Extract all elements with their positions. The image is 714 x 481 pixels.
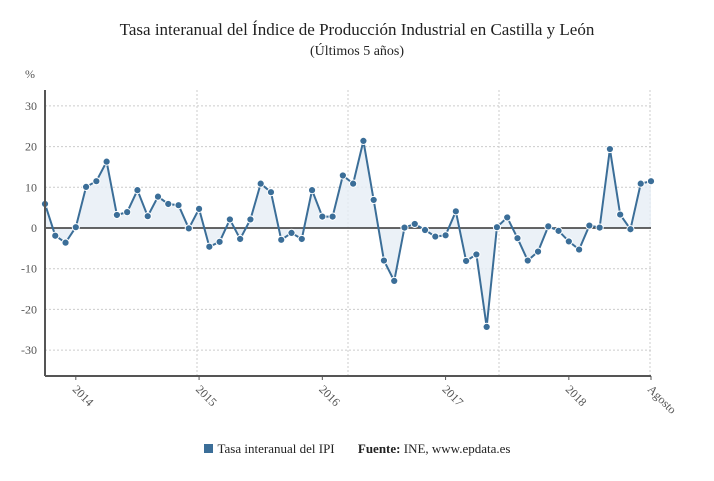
data-point: [616, 210, 625, 219]
y-tick-label: 10: [25, 180, 37, 194]
legend: Tasa interanual del IPI Fuente: INE, www…: [0, 441, 714, 457]
legend-swatch: [203, 444, 213, 453]
data-point: [71, 223, 80, 232]
data-point: [482, 322, 491, 332]
data-point: [595, 223, 604, 232]
data-point: [61, 238, 70, 247]
y-tick-label: 30: [25, 99, 37, 113]
data-point: [102, 157, 111, 166]
data-point: [585, 221, 594, 230]
data-point: [246, 215, 255, 224]
data-point: [462, 256, 471, 266]
data-point: [472, 250, 481, 259]
y-tick-label: -10: [21, 262, 37, 276]
data-point: [400, 223, 409, 232]
data-point: [431, 232, 440, 241]
chart-subtitle: (Últimos 5 años): [309, 44, 405, 59]
data-point: [225, 215, 234, 224]
data-point: [513, 234, 522, 243]
data-point: [307, 186, 317, 195]
data-point: [379, 256, 389, 265]
data-point: [349, 179, 358, 188]
x-tick-label: 2015: [193, 382, 220, 409]
data-point: [205, 242, 214, 251]
data-point: [133, 186, 142, 195]
data-point: [92, 177, 101, 186]
data-point: [503, 213, 512, 222]
data-point: [564, 237, 573, 246]
data-point: [81, 182, 91, 191]
data-point: [605, 144, 615, 154]
y-tick-label: 20: [25, 140, 37, 154]
x-tick-label: 2017: [439, 382, 466, 409]
y-axis-label: %: [25, 67, 35, 81]
data-point: [184, 224, 193, 233]
data-point: [256, 179, 265, 188]
y-tick-label: -20: [21, 302, 37, 316]
x-tick-label: 2016: [316, 382, 343, 409]
data-point: [174, 201, 183, 210]
data-point: [266, 188, 276, 197]
data-point: [523, 256, 532, 265]
data-point: [297, 234, 306, 244]
data-point: [123, 208, 132, 217]
data-point: [194, 204, 204, 213]
source-value: INE, www.epdata.es: [403, 441, 511, 456]
data-point: [533, 247, 543, 256]
data-point: [575, 245, 584, 254]
series-area: [45, 140, 651, 327]
data-point: [420, 225, 430, 235]
data-point: [646, 177, 656, 186]
data-point: [287, 228, 296, 237]
data-point: [51, 231, 60, 240]
data-point: [277, 235, 286, 244]
data-point: [544, 222, 553, 231]
data-point: [318, 212, 327, 221]
data-point: [328, 212, 337, 221]
data-point: [441, 231, 450, 240]
data-point: [369, 195, 378, 205]
data-point: [451, 207, 460, 216]
y-tick-label: 0: [31, 221, 37, 235]
data-point: [390, 276, 399, 286]
chart-title: Tasa interanual del Índice de Producción…: [119, 20, 595, 39]
data-point: [636, 179, 645, 188]
data-point: [554, 226, 563, 235]
data-point: [359, 136, 368, 146]
data-point: [236, 234, 245, 244]
data-point: [492, 223, 502, 232]
data-point: [410, 219, 419, 229]
x-tick-label: Agosto: [645, 382, 679, 416]
data-point: [143, 212, 152, 221]
data-point: [112, 210, 121, 220]
data-point: [215, 237, 224, 246]
data-point: [164, 199, 173, 209]
source-label: Fuente:: [357, 441, 401, 456]
data-point: [338, 171, 347, 180]
data-point: [153, 192, 163, 201]
data-point: [626, 225, 635, 234]
x-tick-label: 2014: [70, 382, 97, 409]
y-tick-label: -30: [21, 343, 37, 357]
legend-series-label[interactable]: Tasa interanual del IPI: [217, 441, 335, 456]
x-tick-label: 2018: [563, 382, 590, 409]
